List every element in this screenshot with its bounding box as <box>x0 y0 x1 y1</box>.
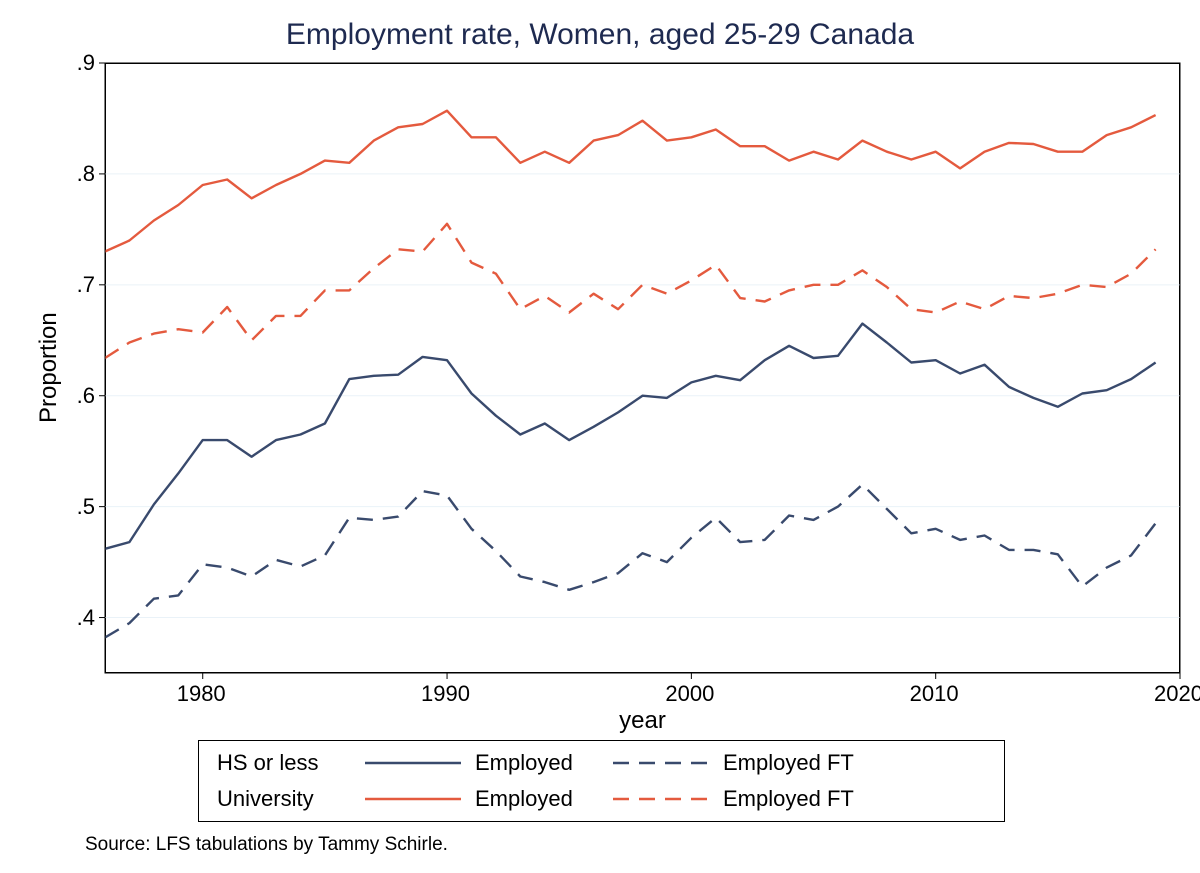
x-tick-label: 2000 <box>665 681 714 707</box>
legend-swatch <box>363 748 471 778</box>
y-tick-label: .8 <box>77 161 95 187</box>
legend-swatch <box>611 748 719 778</box>
x-axis-label: year <box>105 707 1180 735</box>
y-tick-label: .9 <box>77 50 95 76</box>
series-hs_employed <box>105 324 1156 549</box>
y-tick-label: .5 <box>77 494 95 520</box>
legend-item-label: Employed <box>471 750 611 776</box>
x-tick-label: 1980 <box>177 681 226 707</box>
x-tick-label: 2010 <box>910 681 959 707</box>
legend: HS or less Employed Employed FT University E… <box>198 740 1005 822</box>
y-tick-label: .7 <box>77 272 95 298</box>
legend-swatch <box>363 784 471 814</box>
series-uni_employed <box>105 111 1156 252</box>
y-tick-label: .4 <box>77 605 95 631</box>
series-hs_employed_ft <box>105 485 1156 638</box>
series-uni_employed_ft <box>105 224 1156 358</box>
legend-item-label: Employed <box>471 786 611 812</box>
legend-swatch <box>611 784 719 814</box>
legend-group-label: HS or less <box>213 750 363 776</box>
y-axis-label: Proportion <box>35 312 63 423</box>
legend-item-label: Employed FT <box>719 750 990 776</box>
figure: Employment rate, Women, aged 25-29 Canad… <box>0 0 1200 873</box>
legend-group-label: University <box>213 786 363 812</box>
source-note: Source: LFS tabulations by Tammy Schirle… <box>85 834 448 856</box>
x-tick-label: 1990 <box>421 681 470 707</box>
y-tick-label: .6 <box>77 383 95 409</box>
legend-item-label: Employed FT <box>719 786 990 812</box>
x-tick-label: 2020 <box>1154 681 1200 707</box>
